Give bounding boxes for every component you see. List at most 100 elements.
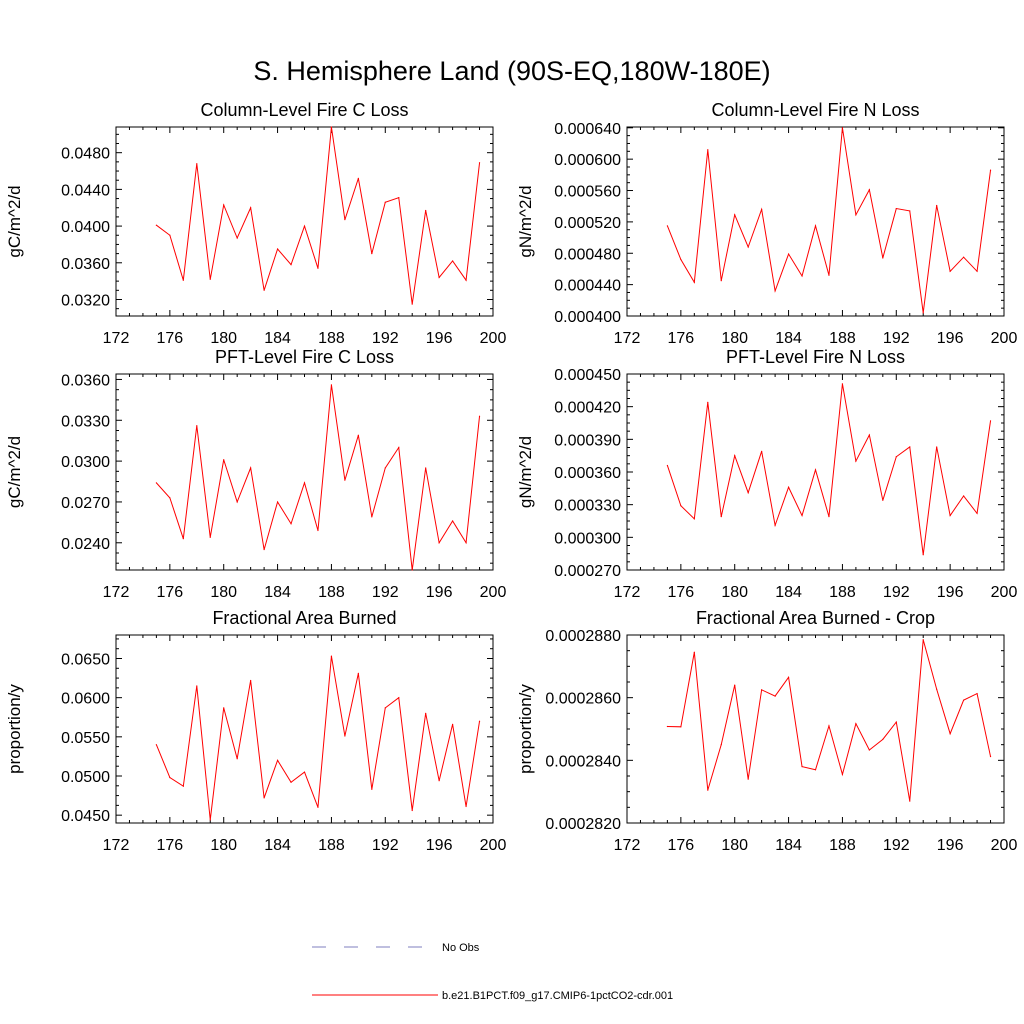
data-point	[276, 501, 279, 503]
legend-label: No Obs	[442, 942, 480, 954]
x-tick-label: 172	[614, 584, 641, 601]
data-point	[317, 529, 319, 532]
series-line	[156, 384, 481, 571]
data-point	[209, 536, 211, 538]
panel-title: Column-Level Fire N Loss	[711, 100, 919, 120]
data-point	[317, 267, 319, 269]
data-point	[774, 524, 776, 526]
data-point	[734, 684, 736, 686]
series-line	[666, 127, 992, 313]
x-tick-label: 172	[103, 837, 130, 854]
data-point	[828, 516, 830, 518]
data-point	[250, 679, 252, 682]
data-point	[196, 163, 198, 165]
data-point	[357, 434, 359, 436]
data-point	[263, 289, 265, 291]
y-axis-label: proportion/y	[516, 684, 535, 774]
data-point	[330, 126, 333, 128]
y-tick-label: 0.000560	[554, 184, 621, 201]
data-point	[801, 514, 803, 517]
data-point	[841, 127, 844, 129]
data-point	[169, 497, 171, 499]
data-point	[963, 495, 965, 497]
data-point	[976, 512, 978, 514]
data-point	[209, 278, 211, 280]
data-point	[169, 234, 171, 236]
y-tick-label: 0.000600	[554, 152, 621, 169]
data-point	[895, 207, 897, 210]
x-tick-label: 200	[991, 584, 1018, 601]
x-tick-label: 196	[426, 330, 453, 347]
y-tick-label: 0.000330	[554, 498, 621, 515]
y-tick-label: 0.0270	[61, 495, 110, 512]
data-point	[761, 208, 763, 210]
data-point	[909, 210, 911, 212]
data-point	[680, 258, 682, 261]
data-point	[895, 721, 897, 723]
data-point	[787, 253, 790, 255]
x-tick-label: 196	[937, 837, 964, 854]
data-point	[868, 749, 870, 751]
y-tick-label: 0.000390	[554, 432, 621, 449]
data-point	[680, 505, 682, 507]
data-point	[666, 225, 668, 227]
data-point	[478, 162, 481, 164]
data-point	[922, 639, 924, 641]
chart-panel-4: 172 176 180 184 188 192 196 200 0.000270 0.000300…	[516, 347, 1017, 601]
data-point	[909, 800, 911, 802]
x-tick-label: 172	[103, 584, 130, 601]
data-point	[182, 279, 184, 281]
data-point	[303, 771, 306, 773]
data-point	[223, 459, 225, 461]
data-point	[963, 699, 965, 701]
x-tick-label: 188	[318, 837, 345, 854]
data-point	[357, 177, 359, 179]
data-point	[465, 805, 467, 808]
legend-item: b.e21.B1PCT.f09_g17.CMIP6-1pctCO2-cdr.00…	[312, 990, 673, 1002]
plot-frame	[626, 126, 1005, 317]
data-point	[263, 797, 265, 799]
x-tick-label: 196	[937, 584, 964, 601]
data-point	[425, 467, 427, 469]
data-point	[236, 501, 238, 503]
x-tick-label: 188	[318, 330, 345, 347]
data-point	[801, 275, 803, 277]
chart-panel-6: 172 176 180 184 188 192 196 200 0.0002820 0.00028…	[516, 608, 1017, 854]
x-tick-label: 196	[426, 584, 453, 601]
legend-item: No Obs	[312, 942, 480, 954]
data-point	[761, 689, 763, 691]
data-point	[882, 499, 884, 501]
data-point	[384, 467, 386, 469]
x-tick-label: 176	[668, 837, 695, 854]
data-point	[855, 460, 857, 462]
data-point	[989, 169, 992, 171]
panel-title: Fractional Area Burned	[212, 608, 396, 628]
data-point	[398, 446, 400, 449]
data-point	[976, 692, 978, 695]
plot-frame	[115, 634, 494, 824]
x-tick-label: 184	[775, 837, 802, 854]
data-point	[438, 276, 440, 279]
data-point	[841, 773, 844, 776]
data-point	[801, 766, 803, 768]
data-point	[828, 274, 830, 276]
panel-title: PFT-Level Fire N Loss	[726, 347, 905, 367]
x-tick-label: 192	[883, 584, 910, 601]
data-point	[747, 778, 749, 780]
y-axis-label: gN/m^2/d	[516, 185, 535, 257]
panels: 172 176 180 184 188 192 196 200 0.0320 0.0360 0.04…	[5, 100, 1017, 854]
chart-panel-1: 172 176 180 184 188 192 196 200 0.0320 0.0360 0.04…	[5, 100, 506, 347]
data-point	[425, 209, 427, 212]
data-point	[182, 785, 184, 787]
chart-panel-5: 172 176 180 184 188 192 196 200 0.0450 0.0500 0.05…	[5, 608, 506, 854]
data-point	[398, 697, 400, 699]
data-point	[465, 279, 467, 281]
data-point	[774, 695, 776, 697]
x-tick-label: 200	[480, 837, 507, 854]
data-point	[734, 214, 736, 216]
data-point	[330, 655, 333, 657]
data-point	[922, 554, 924, 556]
x-tick-label: 200	[991, 837, 1018, 854]
y-axis-label: gN/m^2/d	[516, 436, 535, 508]
data-point	[290, 264, 292, 266]
